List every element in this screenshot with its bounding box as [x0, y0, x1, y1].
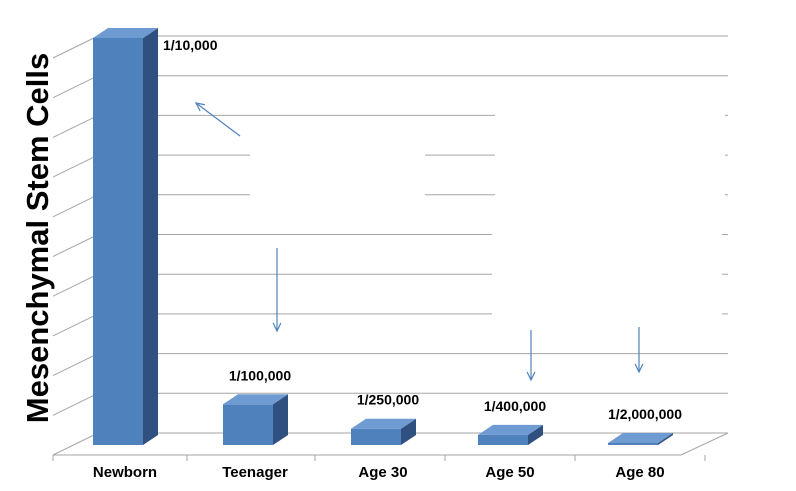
category-label: Age 80: [615, 464, 664, 481]
bar-top: [608, 432, 673, 443]
data-label: 1/2,000,000: [608, 406, 682, 422]
arrow-to-newborn-head: [194, 102, 205, 112]
arrow-to-newborn: [195, 102, 241, 137]
bar-side: [273, 394, 288, 445]
gridline-side: [52, 114, 99, 138]
bar-front: [223, 404, 273, 445]
gridline-side: [52, 313, 99, 337]
data-labels: 1/10,000 1/100,000 1/250,000 1/400,000 1/2,0…: [163, 37, 682, 422]
bar-side: [658, 432, 673, 445]
bar-front: [93, 38, 143, 445]
gridline-side: [52, 234, 99, 257]
category-label: Teenager: [222, 464, 288, 481]
gridline-side: [52, 154, 99, 178]
category-label: Newborn: [93, 464, 157, 481]
arrow-to-age50-head: [526, 371, 536, 382]
arrow-to-teenager-head: [272, 322, 282, 333]
gridline-side: [52, 353, 99, 377]
bar-side: [528, 424, 543, 445]
data-label: 1/100,000: [229, 367, 291, 383]
bar-top: [351, 418, 416, 429]
bar-front: [608, 442, 658, 445]
bar-top: [478, 424, 543, 435]
bar-side: [143, 28, 158, 445]
bar-front: [478, 434, 528, 445]
blank-regions: [250, 92, 725, 322]
bar-top: [93, 28, 158, 38]
bar-front: [351, 428, 401, 445]
category-label: Age 50: [485, 464, 534, 481]
bar-side: [401, 418, 416, 445]
gridline-side: [52, 75, 99, 99]
annotation-arrows: [194, 102, 644, 382]
category-labels: Newborn Teenager Age 30 Age 50 Age 80: [93, 464, 665, 481]
gridline-side: [52, 273, 99, 297]
category-label: Age 30: [358, 464, 407, 481]
y-axis-label: Mesenchymal Stem Cells: [20, 53, 55, 423]
gridline-side: [52, 35, 99, 59]
data-label: 1/10,000: [163, 37, 218, 53]
gridline-side: [52, 194, 99, 218]
arrow-to-age80-head: [634, 363, 644, 374]
data-label: 1/250,000: [357, 392, 419, 408]
chart-floor: [52, 432, 729, 456]
bars: [93, 28, 673, 445]
gridline-side: [52, 392, 99, 416]
bar-top: [223, 394, 288, 405]
data-label: 1/400,000: [484, 398, 546, 414]
